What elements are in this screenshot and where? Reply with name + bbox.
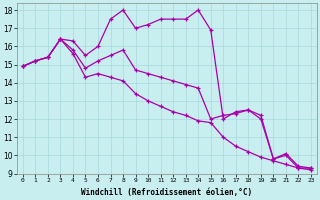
X-axis label: Windchill (Refroidissement éolien,°C): Windchill (Refroidissement éolien,°C) [81,188,252,197]
